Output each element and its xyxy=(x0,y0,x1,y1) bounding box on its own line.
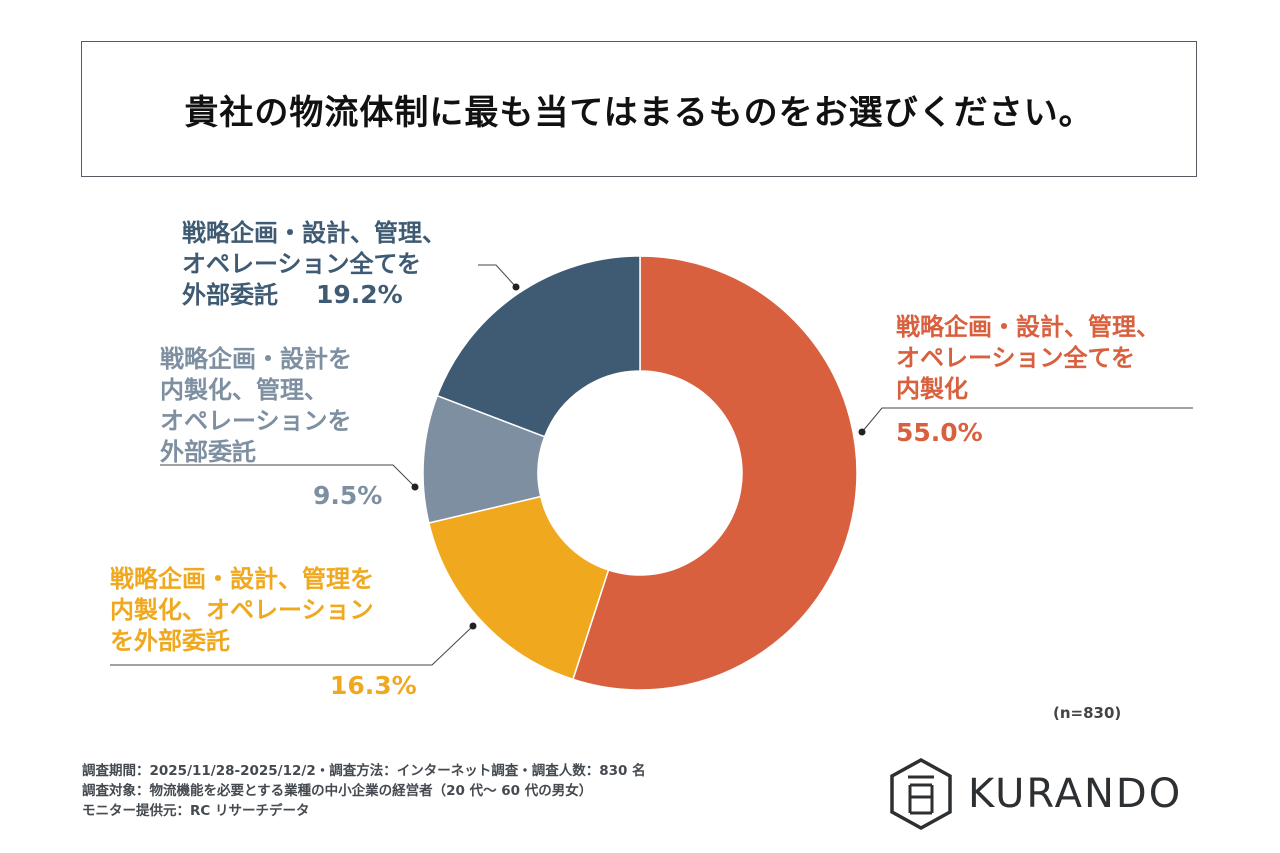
footnote-line-target: 調査対象：物流機能を必要とする業種の中小企業の経営者（20 代〜 60 代の男女… xyxy=(82,783,593,799)
slice-label-insourced-all: 戦略企画・設計、管理、 オペレーション全てを 内製化 xyxy=(896,312,1160,405)
leader-dot xyxy=(411,483,419,491)
slice-pct-insourced-all: 55.0% xyxy=(896,418,983,447)
slice-operations-outsourced xyxy=(427,495,610,681)
leader-line xyxy=(110,625,474,666)
kurando-logo-icon xyxy=(890,758,952,830)
leader-dot xyxy=(469,622,477,630)
slice-pct-outsourced-all: 19.2% xyxy=(316,280,403,309)
leader-dot xyxy=(858,428,866,436)
label-line: を外部委託 xyxy=(110,627,230,655)
label-line: 戦略企画・設計を xyxy=(160,345,352,373)
label-line: 内製化、オペレーション xyxy=(110,596,374,624)
label-line: 戦略企画・設計、管理を xyxy=(110,565,374,593)
label-line: オペレーション全てを xyxy=(896,344,1136,372)
leader-dot xyxy=(512,283,520,291)
label-line: オペレーション全てを xyxy=(182,250,422,278)
label-line: オペレーションを xyxy=(160,407,352,435)
slice-label-outsourced-all: 戦略企画・設計、管理、 オペレーション全てを 外部委託 xyxy=(182,218,446,311)
leader-line xyxy=(478,264,517,288)
slice-label-management-operations-outsourced: 戦略企画・設計を 内製化、管理、 オペレーションを 外部委託 xyxy=(160,344,352,468)
slice-pct-management-operations-outsourced: 9.5% xyxy=(313,481,383,510)
slice-insourced-all xyxy=(571,255,858,691)
label-line: 外部委託 xyxy=(160,438,256,466)
footnote-line-period: 調査期間：2025/11/28-2025/12/2・調査方法：インターネット調査… xyxy=(82,763,646,779)
slice-pct-operations-outsourced: 16.3% xyxy=(330,671,417,700)
label-line: 内製化 xyxy=(896,375,968,403)
kurando-logo: KURANDO xyxy=(888,757,1182,831)
label-line: 戦略企画・設計、管理、 xyxy=(182,219,446,247)
title-box: 貴社の物流体制に最も当てはまるものをお選びください。 xyxy=(81,41,1197,177)
logo-text: KURANDO xyxy=(968,771,1183,817)
leader-line xyxy=(861,407,1193,433)
sample-size-note: (n=830) xyxy=(1053,704,1122,722)
survey-footnote: 調査期間：2025/11/28-2025/12/2・調査方法：インターネット調査… xyxy=(82,761,646,821)
chart-title: 貴社の物流体制に最も当てはまるものをお選びください。 xyxy=(184,92,1094,133)
footnote-line-provider: モニター提供元：RC リサーチデータ xyxy=(82,803,310,819)
slice-outsourced-all xyxy=(436,255,641,438)
label-line: 外部委託 xyxy=(182,281,278,309)
slice-label-operations-outsourced: 戦略企画・設計、管理を 内製化、オペレーション を外部委託 xyxy=(110,564,374,657)
label-line: 戦略企画・設計、管理、 xyxy=(896,313,1160,341)
label-line: 内製化、管理、 xyxy=(160,376,328,404)
leader-line xyxy=(160,464,416,488)
